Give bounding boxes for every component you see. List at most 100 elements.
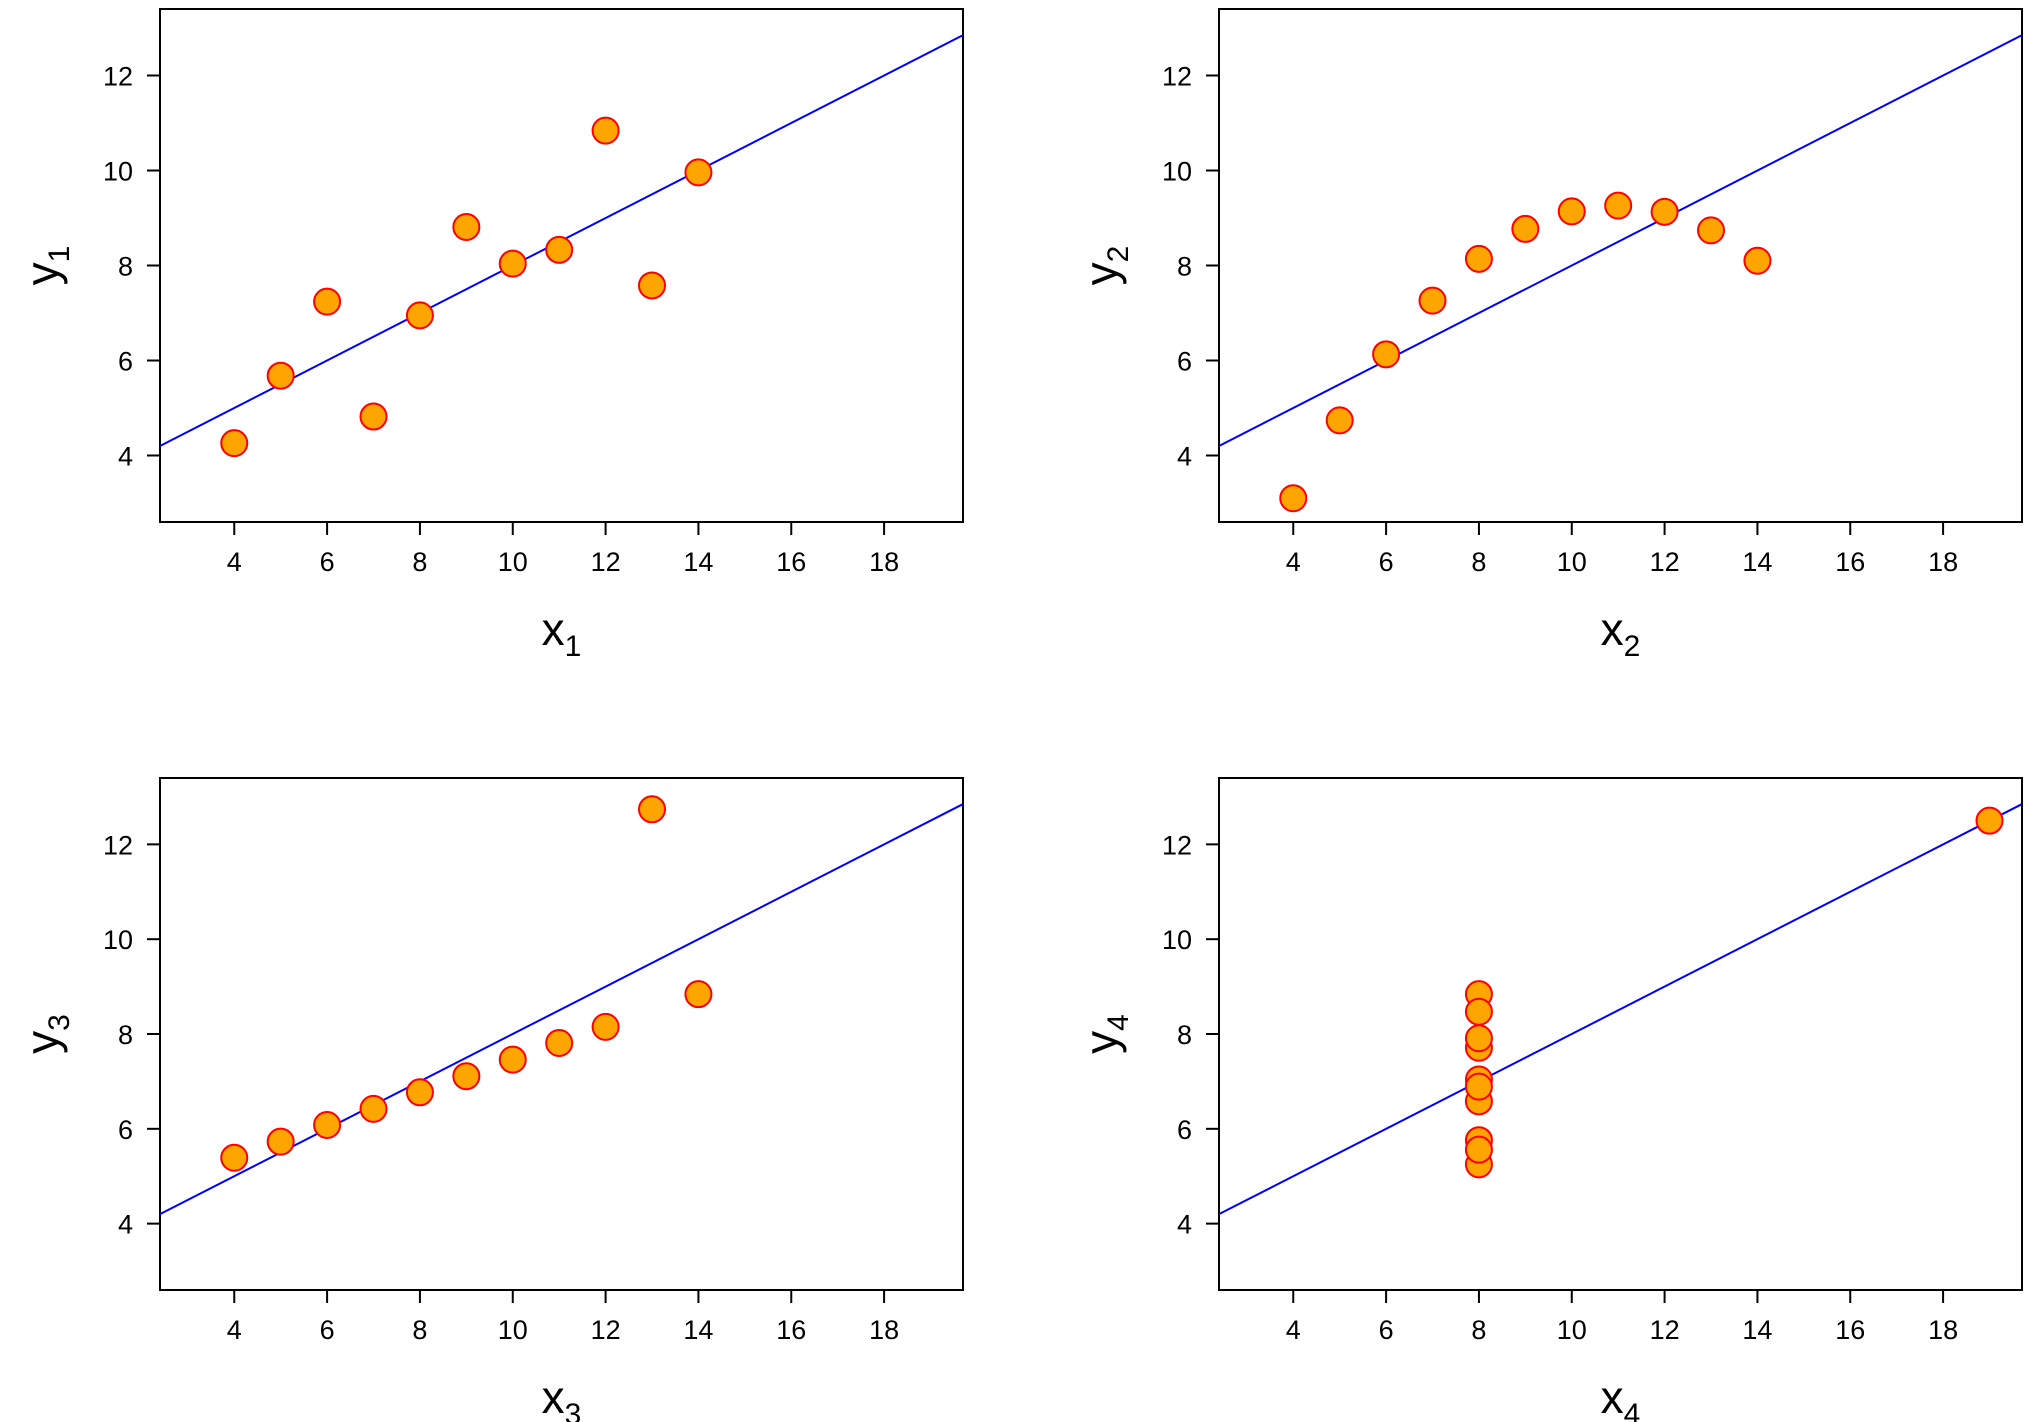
data-point xyxy=(498,1045,527,1074)
y-tick-label: 12 xyxy=(103,830,133,860)
y-axis-label: y4 xyxy=(1075,1014,1135,1054)
data-point xyxy=(545,1029,574,1058)
plot-frame xyxy=(159,8,964,523)
y-tick-label: 4 xyxy=(118,442,133,472)
plot-frame xyxy=(1218,777,2023,1291)
x-tick-label: 4 xyxy=(227,547,242,577)
data-point xyxy=(359,1094,388,1123)
y-axis-label-var: y xyxy=(1075,1031,1127,1054)
y-tick-label: 4 xyxy=(1177,1210,1192,1240)
data-point xyxy=(405,301,434,330)
x-tick-label: 18 xyxy=(869,1315,899,1345)
y-tick-label: 10 xyxy=(1162,157,1192,187)
y-tick-label: 8 xyxy=(1177,252,1192,282)
x-tick-label: 6 xyxy=(320,1315,335,1345)
data-point xyxy=(452,213,481,242)
data-point xyxy=(1743,246,1772,275)
y-axis-label-subscript: 4 xyxy=(1102,1014,1135,1031)
y-tick-label: 6 xyxy=(1177,1115,1192,1145)
y-tick-label: 10 xyxy=(1162,925,1192,955)
y-axis-label-var: y xyxy=(16,1031,68,1054)
x-axis-label-subscript: 3 xyxy=(565,1398,582,1422)
x-tick-label: 12 xyxy=(591,547,621,577)
data-point xyxy=(1464,1135,1493,1164)
data-point xyxy=(1464,997,1493,1026)
x-tick-label: 14 xyxy=(683,1315,713,1345)
y-tick-label: 12 xyxy=(1162,830,1192,860)
data-point xyxy=(1279,484,1308,513)
data-point xyxy=(266,361,295,390)
regression-line xyxy=(1219,34,2022,447)
y-axis-label-subscript: 3 xyxy=(43,1014,76,1031)
x-axis-label: x1 xyxy=(542,603,582,663)
x-tick-label: 10 xyxy=(1557,1315,1587,1345)
plot-area xyxy=(1219,34,2022,513)
data-point xyxy=(1464,244,1493,273)
data-point xyxy=(220,1143,249,1172)
x-tick-label: 16 xyxy=(1835,1315,1865,1345)
x-tick-label: 12 xyxy=(1650,1315,1680,1345)
y-tick-label: 10 xyxy=(103,925,133,955)
data-point xyxy=(591,116,620,145)
x-tick-label: 14 xyxy=(1742,547,1772,577)
data-point xyxy=(638,795,667,824)
x-axis-label-var: x xyxy=(542,1371,565,1422)
data-point xyxy=(1464,1024,1493,1053)
x-axis-label-subscript: 1 xyxy=(565,630,582,663)
x-tick-label: 8 xyxy=(412,547,427,577)
data-point xyxy=(1650,197,1679,226)
data-point xyxy=(313,1111,342,1140)
data-point xyxy=(638,271,667,300)
plot-area xyxy=(1219,803,2022,1216)
x-axis-label-var: x xyxy=(1601,603,1624,655)
x-tick-label: 16 xyxy=(776,1315,806,1345)
data-point xyxy=(220,429,249,458)
y-tick-label: 8 xyxy=(1177,1020,1192,1050)
x-axis-label-var: x xyxy=(542,603,565,655)
regression-line xyxy=(1219,803,2022,1216)
data-point xyxy=(313,287,342,316)
data-point xyxy=(405,1078,434,1107)
y-tick-label: 12 xyxy=(103,62,133,92)
x-tick-label: 14 xyxy=(683,547,713,577)
data-point xyxy=(1975,806,2004,835)
x-tick-label: 4 xyxy=(227,1315,242,1345)
plot-frame xyxy=(1218,8,2023,523)
data-point xyxy=(1697,216,1726,245)
x-tick-label: 12 xyxy=(1650,547,1680,577)
y-axis-label: y2 xyxy=(1075,246,1135,286)
data-point xyxy=(545,235,574,264)
x-tick-label: 14 xyxy=(1742,1315,1772,1345)
x-axis-label: x2 xyxy=(1601,603,1641,663)
data-point xyxy=(1511,214,1540,243)
y-axis-label-var: y xyxy=(16,262,68,285)
x-tick-label: 16 xyxy=(1835,547,1865,577)
data-point xyxy=(359,402,388,431)
x-tick-label: 8 xyxy=(1471,547,1486,577)
data-point xyxy=(452,1062,481,1091)
x-tick-label: 12 xyxy=(591,1315,621,1345)
x-tick-label: 18 xyxy=(1928,547,1958,577)
data-point xyxy=(684,980,713,1009)
x-axis-label: x3 xyxy=(542,1371,582,1422)
x-tick-label: 4 xyxy=(1286,547,1301,577)
data-point xyxy=(1372,340,1401,369)
x-axis-label-var: x xyxy=(1601,1371,1624,1422)
data-point xyxy=(498,249,527,278)
y-tick-label: 6 xyxy=(118,347,133,377)
data-point xyxy=(1418,286,1447,315)
y-tick-label: 8 xyxy=(118,252,133,282)
y-tick-label: 6 xyxy=(1177,347,1192,377)
data-point xyxy=(1464,1072,1493,1101)
x-tick-label: 4 xyxy=(1286,1315,1301,1345)
y-axis-label: y3 xyxy=(16,1014,76,1054)
x-axis-label: x4 xyxy=(1601,1371,1641,1422)
y-axis-label-subscript: 2 xyxy=(1102,246,1135,263)
x-axis-label-subscript: 4 xyxy=(1624,1398,1641,1422)
data-point xyxy=(266,1127,295,1156)
